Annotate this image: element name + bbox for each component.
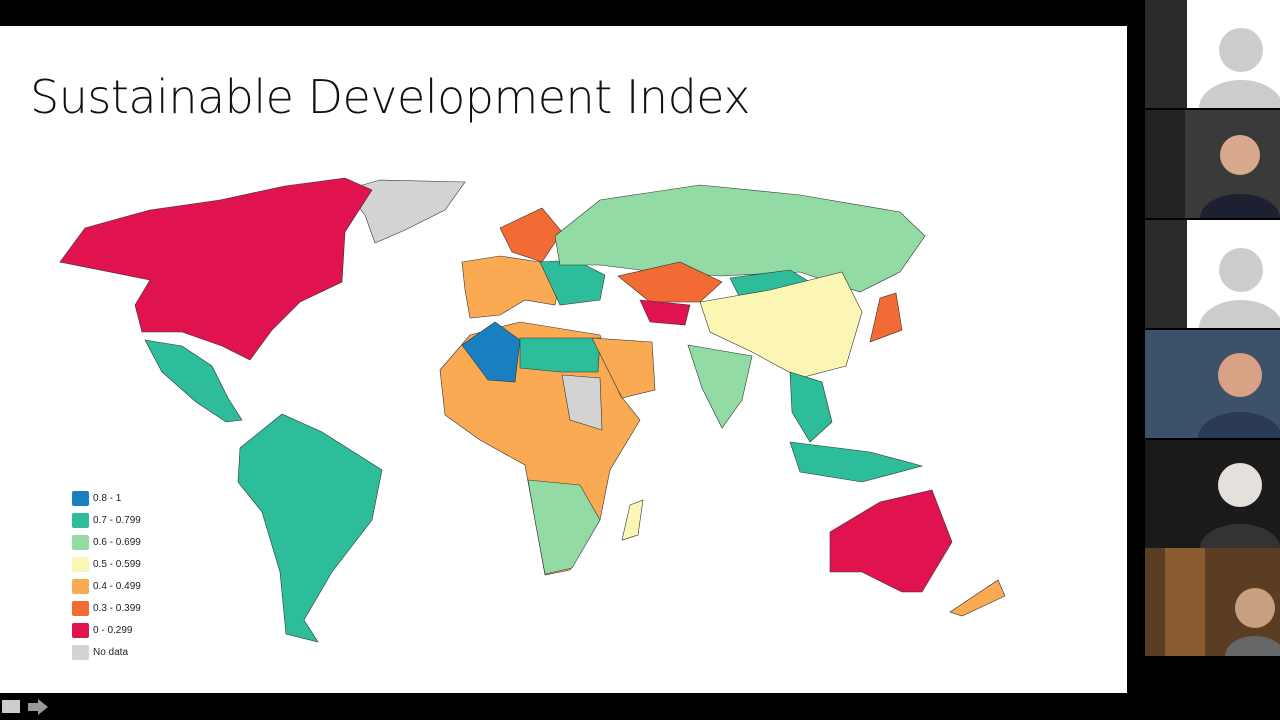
slide: Sustainable Development Index 0.8 - 1 0.7… [0, 26, 1127, 715]
participant-video[interactable] [1145, 330, 1280, 438]
southern-africa [527, 479, 601, 575]
legend-swatch [72, 578, 89, 594]
middle-east [591, 337, 656, 399]
iran-afghanistan [639, 299, 691, 326]
mexico-central-america [144, 339, 243, 423]
china [699, 271, 863, 379]
slide-title: Sustainable Development Index [30, 70, 751, 124]
legend-label: 0.7 - 0.799 [93, 514, 141, 526]
legend-swatch [72, 622, 89, 638]
japan [869, 292, 903, 343]
legend-label: 0.4 - 0.499 [93, 580, 141, 592]
south-america [237, 413, 383, 643]
legend-item: No data [72, 641, 141, 663]
greenland [344, 179, 466, 244]
north-africa [519, 337, 601, 373]
scandinavia [499, 207, 563, 263]
legend-label: 0 - 0.299 [93, 624, 133, 636]
slide-controls[interactable] [2, 698, 54, 716]
legend-swatch [72, 490, 89, 506]
legend-swatch [72, 534, 89, 550]
legend-label: 0.8 - 1 [93, 492, 122, 504]
legend-label: 0.6 - 0.699 [93, 536, 141, 548]
legend-item: 0.7 - 0.799 [72, 509, 141, 531]
indonesia [789, 441, 924, 483]
menu-icon[interactable] [2, 700, 20, 713]
participant-tile[interactable] [1145, 0, 1280, 108]
legend-label: 0.5 - 0.599 [93, 558, 141, 570]
india [687, 344, 753, 429]
legend-swatch [72, 512, 89, 528]
legend: 0.8 - 1 0.7 - 0.799 0.6 - 0.699 0.5 - 0.599… [72, 487, 141, 663]
world-map [59, 177, 1006, 643]
legend-item: 0.8 - 1 [72, 487, 141, 509]
legend-item: 0.6 - 0.699 [72, 531, 141, 553]
legend-item: 0.3 - 0.399 [72, 597, 141, 619]
algeria [461, 321, 521, 383]
western-europe [461, 255, 561, 319]
legend-swatch [72, 556, 89, 572]
russia [554, 184, 926, 293]
madagascar [621, 499, 644, 541]
participant-video[interactable] [1145, 110, 1280, 218]
participant-video[interactable] [1145, 548, 1280, 656]
legend-swatch [72, 600, 89, 616]
australia [829, 489, 953, 593]
legend-label: 0.3 - 0.399 [93, 602, 141, 614]
central-asia [617, 261, 723, 303]
legend-item: 0 - 0.299 [72, 619, 141, 641]
north-america [59, 177, 373, 361]
southeast-asia [789, 371, 833, 443]
new-zealand [949, 579, 1006, 617]
next-icon[interactable] [28, 699, 48, 715]
sudan-region [561, 374, 603, 431]
participant-video[interactable] [1145, 440, 1280, 548]
participant-tile[interactable] [1145, 220, 1280, 328]
legend-swatch [72, 644, 89, 660]
legend-item: 0.4 - 0.499 [72, 575, 141, 597]
legend-item: 0.5 - 0.599 [72, 553, 141, 575]
legend-label: No data [93, 646, 129, 658]
